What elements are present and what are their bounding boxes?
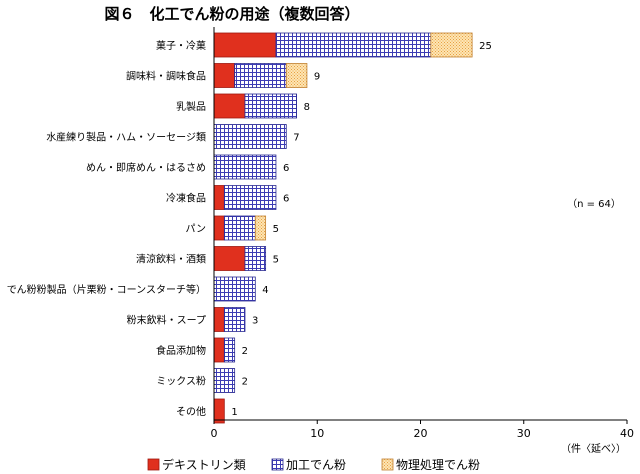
sample-size-note: （n = 64） <box>567 198 621 210</box>
bar-segment <box>244 93 298 119</box>
total-value-label: 2 <box>242 377 248 388</box>
category-label: 粉末飲料・スープ <box>127 314 206 327</box>
bar-segment <box>213 215 225 241</box>
x-tick-label: 30 <box>517 427 531 440</box>
category-label: 乳製品 <box>176 100 206 113</box>
legend-swatch <box>147 458 160 471</box>
category-label: ミックス粉 <box>156 375 206 388</box>
total-value-label: 8 <box>304 102 310 113</box>
bar-segment <box>213 185 225 210</box>
bar-segment <box>213 154 277 180</box>
category-labels: 菓子・冷菓調味料・調味食品乳製品水産練り製品・ハム・ソーセージ類めん・即席めん・… <box>7 39 206 418</box>
bar-segment <box>213 32 277 58</box>
bar-segment <box>213 398 225 424</box>
bar-segment <box>213 63 236 88</box>
bar-segment <box>275 32 432 58</box>
bar-segment <box>213 368 236 393</box>
bar-segment <box>234 63 287 88</box>
bar-segment <box>213 276 256 302</box>
bar-segment <box>430 32 473 58</box>
x-tick-label: 40 <box>620 427 634 440</box>
bar-segment <box>223 215 256 241</box>
category-label: 調味料・調味食品 <box>126 70 206 83</box>
category-label: 菓子・冷菓 <box>156 39 206 52</box>
total-value-label: 5 <box>273 224 279 235</box>
x-tick-label: 10 <box>310 427 324 440</box>
total-value-label: 1 <box>231 407 237 418</box>
legend: デキストリン類 加工でん粉 物理処理でん粉 <box>147 457 480 472</box>
bar-segment <box>285 63 308 88</box>
bar-segment <box>223 185 277 210</box>
bars-layer <box>213 32 473 424</box>
bar-segment <box>213 307 225 332</box>
category-label: 冷凍食品 <box>166 192 206 205</box>
axes: 0 10 20 30 40 <box>211 27 634 440</box>
category-label: パン <box>186 223 207 235</box>
category-label: めん・即席めん・はるさめ <box>86 161 206 174</box>
category-label: でん粉粉製品（片栗粉・コーンスターチ等） <box>7 283 206 296</box>
bar-segment <box>213 124 287 149</box>
legend-label: 加工でん粉 <box>286 458 346 472</box>
legend-label: 物理処理でん粉 <box>396 458 480 472</box>
bar-segment <box>223 307 246 332</box>
bar-segment <box>223 337 236 363</box>
bar-segment <box>244 246 267 271</box>
category-label: 水産練り製品・ハム・ソーセージ類 <box>46 131 206 144</box>
total-value-label: 25 <box>479 41 492 52</box>
x-tick-label: 20 <box>414 427 428 440</box>
total-value-label: 6 <box>283 163 289 174</box>
total-labels: 25 9 8 7 6 6 5 5 4 3 2 2 1 <box>231 41 492 418</box>
total-value-label: 9 <box>314 72 320 83</box>
x-axis-label: （件〈延べ〉） <box>561 443 626 455</box>
legend-swatch <box>381 458 394 471</box>
chart-title: 図６ 化工でん粉の用途（複数回答） <box>104 5 359 23</box>
bar-segment <box>213 93 246 119</box>
category-label: 食品添加物 <box>156 344 206 357</box>
total-value-label: 5 <box>273 255 279 266</box>
bar-segment <box>254 215 267 241</box>
bar-segment <box>213 337 225 363</box>
total-value-label: 7 <box>293 133 299 144</box>
category-label: 清涼飲料・酒類 <box>136 253 206 266</box>
bar-segment <box>213 246 246 271</box>
legend-label: デキストリン類 <box>162 457 246 472</box>
legend-swatch <box>271 458 284 471</box>
total-value-label: 4 <box>262 285 268 296</box>
total-value-label: 6 <box>283 194 289 205</box>
category-label: その他 <box>176 405 206 418</box>
total-value-label: 3 <box>252 316 258 327</box>
x-tick-label: 0 <box>211 427 218 440</box>
total-value-label: 2 <box>242 346 248 357</box>
